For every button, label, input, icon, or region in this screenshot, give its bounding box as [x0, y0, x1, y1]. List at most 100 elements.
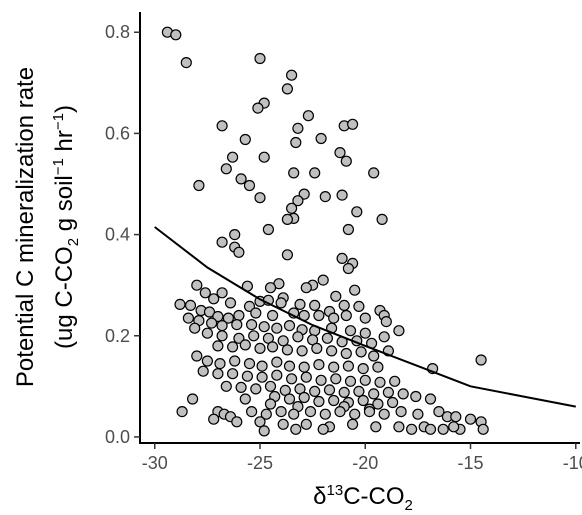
- data-point: [227, 368, 239, 380]
- y-tick-label: 0.0: [105, 427, 130, 447]
- data-point: [216, 287, 228, 299]
- data-point: [313, 309, 325, 322]
- data-point: [475, 354, 487, 366]
- y-axis-ticks: 0.0 0.2 0.4 0.6 0.8: [105, 22, 140, 447]
- data-point: [281, 83, 293, 95]
- data-point: [258, 151, 270, 163]
- data-point: [300, 371, 312, 383]
- x-axis-title-main: C-CO: [343, 483, 404, 510]
- data-point: [264, 282, 277, 294]
- x-axis-title-superscript: 13: [327, 482, 344, 499]
- y-axis-title-line2-b: g soil: [51, 175, 78, 238]
- data-point: [424, 393, 437, 405]
- data-point: [344, 375, 357, 387]
- data-point: [283, 320, 296, 332]
- data-point: [220, 380, 232, 392]
- data-point: [389, 375, 401, 387]
- data-point: [199, 287, 211, 299]
- data-point: [189, 322, 201, 334]
- y-axis-title-line2-a: (ug C-CO: [51, 246, 78, 349]
- data-point: [357, 363, 369, 375]
- x-tick-label: -20: [352, 453, 378, 473]
- data-point: [283, 360, 296, 372]
- data-point: [368, 388, 380, 400]
- data-point: [281, 344, 293, 356]
- data-point: [208, 293, 220, 305]
- data-point: [176, 406, 188, 418]
- data-point: [292, 331, 304, 343]
- data-point: [351, 206, 363, 218]
- data-point: [363, 406, 376, 418]
- data-point: [258, 321, 270, 333]
- data-point: [334, 147, 346, 159]
- data-point: [271, 322, 283, 334]
- y-axis-title-line2-d: ): [51, 105, 78, 113]
- data-point: [349, 408, 361, 420]
- data-point: [227, 341, 239, 353]
- data-point: [275, 406, 287, 418]
- data-point: [477, 423, 489, 435]
- y-axis-title-line2-sup1: −1: [50, 158, 67, 175]
- data-point: [246, 406, 258, 418]
- data-point: [254, 342, 266, 354]
- data-point: [201, 355, 213, 367]
- data-point: [313, 395, 325, 408]
- data-point: [254, 52, 266, 65]
- x-tick-label: -10: [563, 453, 582, 473]
- data-point: [349, 284, 361, 296]
- data-point: [216, 120, 228, 132]
- data-point: [262, 223, 274, 236]
- data-point: [229, 355, 241, 367]
- data-point: [256, 371, 268, 383]
- data-point: [296, 345, 308, 357]
- data-point: [317, 274, 329, 286]
- data-point: [300, 418, 312, 430]
- data-point: [334, 406, 346, 418]
- data-point: [330, 290, 342, 302]
- y-tick-label: 0.2: [105, 326, 130, 346]
- data-point: [450, 411, 462, 423]
- data-point: [246, 319, 258, 331]
- data-point: [315, 132, 327, 145]
- x-axis-title-subscript: 2: [405, 497, 413, 514]
- data-point: [357, 394, 369, 407]
- data-point: [229, 229, 241, 241]
- data-point: [264, 398, 277, 410]
- x-tick-label: -25: [247, 453, 273, 473]
- data-point: [353, 300, 365, 312]
- data-point: [252, 102, 264, 114]
- data-point: [464, 413, 477, 425]
- data-point: [227, 151, 239, 163]
- data-point: [368, 167, 380, 179]
- data-point: [372, 398, 384, 410]
- data-point: [313, 359, 325, 371]
- data-point: [254, 416, 266, 428]
- data-point: [368, 350, 380, 362]
- y-axis-title-line2: (ug C-CO2 g soil−1 hr−1): [50, 105, 82, 349]
- data-point: [214, 358, 226, 370]
- data-point: [338, 299, 350, 311]
- data-point: [233, 309, 245, 322]
- data-point: [309, 299, 321, 311]
- data-point: [243, 179, 256, 192]
- data-point: [300, 282, 312, 294]
- data-points: [161, 26, 489, 437]
- data-point: [294, 298, 306, 310]
- data-point: [359, 312, 371, 324]
- data-point: [338, 386, 350, 398]
- data-point: [321, 332, 333, 344]
- data-point: [250, 383, 262, 395]
- x-tick-label: -15: [458, 453, 484, 473]
- data-point: [309, 167, 321, 179]
- y-tick-label: 0.8: [105, 22, 130, 42]
- data-point: [359, 374, 371, 386]
- data-point: [359, 327, 371, 339]
- data-point: [235, 381, 247, 393]
- data-point: [201, 327, 213, 339]
- data-point: [378, 331, 390, 343]
- y-tick-label: 0.6: [105, 123, 130, 143]
- data-point: [370, 421, 382, 433]
- data-point: [288, 408, 300, 420]
- data-point: [283, 393, 296, 405]
